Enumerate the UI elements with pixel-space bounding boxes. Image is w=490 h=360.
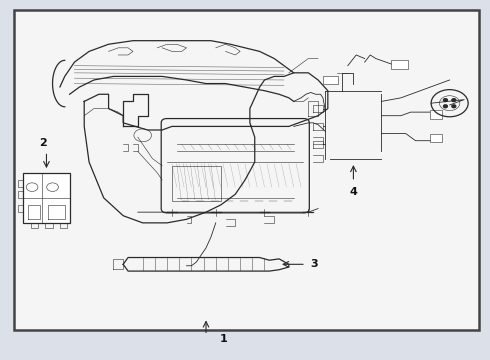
Bar (24, 173, 70, 223)
Bar (14, 10, 479, 330)
Bar (323, 76, 338, 84)
Text: 3: 3 (311, 259, 319, 269)
Circle shape (443, 99, 447, 102)
Text: 4: 4 (349, 187, 357, 197)
Bar (391, 60, 408, 69)
Text: 2: 2 (39, 138, 47, 148)
Circle shape (452, 105, 456, 108)
Circle shape (443, 105, 447, 108)
Text: 1: 1 (219, 334, 227, 344)
Circle shape (452, 99, 456, 102)
Bar (430, 111, 442, 119)
Bar (172, 166, 220, 202)
Bar (430, 134, 442, 143)
